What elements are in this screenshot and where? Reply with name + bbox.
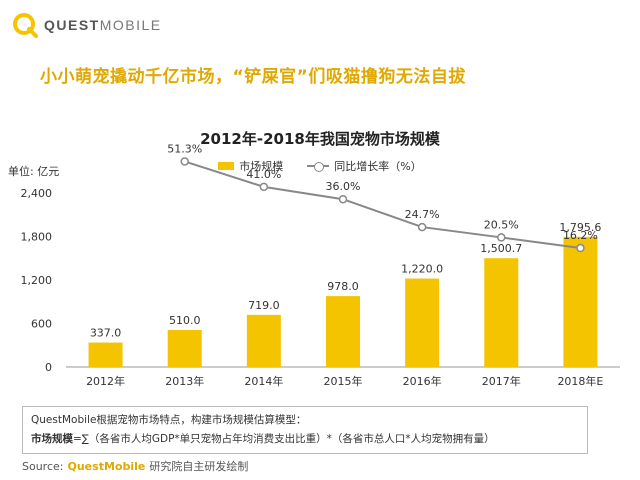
chart-title: 2012年-2018年我国宠物市场规模 — [200, 130, 440, 148]
x-tick-label: 2013年 — [165, 374, 204, 388]
chart-legend: 市场规模 同比增长率（%） — [0, 158, 640, 174]
growth-rate-point — [338, 194, 348, 204]
logo-text-bold: QUEST — [44, 17, 100, 33]
growth-rate-line — [184, 160, 581, 250]
bar-value-label: 1,220.0 — [401, 263, 443, 276]
bar-value-label: 1,500.7 — [480, 242, 522, 255]
x-tick-label: 2018年E — [557, 374, 603, 388]
x-tick-label: 2012年 — [86, 374, 125, 388]
bar-value-label: 1,795.6 — [559, 221, 601, 234]
bar-value-label: 719.0 — [248, 299, 280, 312]
legend-line-label: 同比增长率（%） — [334, 160, 422, 173]
legend-bar-swatch — [218, 162, 235, 170]
bar — [405, 278, 440, 367]
y-tick-label: 600 — [31, 318, 52, 331]
y-axis-unit-label: 单位: 亿元 — [8, 165, 60, 178]
bar — [246, 314, 281, 367]
bar-value-label: 337.0 — [90, 327, 122, 340]
bar — [88, 342, 123, 367]
formula-body: =∑（各省市人均GDP*单只宠物占年均消费支出比重）*（各省市总人口*人均宠物拥… — [73, 433, 495, 445]
bar-value-label: 510.0 — [169, 314, 201, 327]
y-tick-label: 2,400 — [21, 187, 53, 200]
y-tick-label: 1,200 — [21, 274, 53, 287]
legend-line-swatch — [307, 161, 330, 172]
source-line: Source: QuestMobile 研究院自主研发绘制 — [22, 458, 248, 474]
brand-logo: QUESTMOBILE — [12, 12, 162, 38]
growth-rate-label: 36.0% — [326, 180, 361, 193]
bar-value-label: 978.0 — [327, 280, 359, 293]
growth-rate-point — [180, 157, 189, 166]
growth-rate-point — [497, 233, 506, 242]
x-tick-label: 2017年 — [482, 374, 521, 388]
x-tick-label: 2016年 — [403, 374, 442, 388]
bar — [326, 296, 360, 367]
growth-rate-point — [259, 182, 269, 192]
legend-item-line: 同比增长率（%） — [307, 158, 422, 174]
growth-rate-label: 41.0% — [246, 168, 281, 181]
bar — [563, 236, 598, 367]
x-tick-label: 2014年 — [244, 374, 283, 388]
y-tick-label: 0 — [45, 361, 52, 374]
questmobile-logo-icon — [13, 13, 38, 38]
growth-rate-point — [417, 222, 427, 232]
bar — [167, 330, 202, 367]
growth-rate-label: 51.3% — [167, 142, 202, 155]
x-tick-label: 2015年 — [324, 374, 363, 388]
source-text: 研究院自主研发绘制 — [149, 460, 249, 473]
legend-item-bar: 市场规模 — [218, 158, 283, 174]
formula-label: 市场规模 — [31, 433, 73, 445]
y-tick-label: 1,800 — [21, 231, 53, 244]
bar — [484, 258, 519, 367]
page-headline: 小小萌宠撬动千亿市场，“铲屎官”们吸猫撸狗无法自拔 — [40, 67, 466, 87]
growth-rate-point — [576, 243, 585, 253]
growth-rate-label: 24.7% — [405, 208, 440, 221]
source-brand: QuestMobile — [67, 459, 146, 473]
logo-wordmark: QUESTMOBILE — [44, 17, 162, 33]
growth-rate-label: 20.5% — [484, 218, 519, 231]
source-label: Source: — [22, 459, 64, 473]
logo-text-light: MOBILE — [99, 17, 162, 33]
legend-bar-label: 市场规模 — [239, 160, 284, 173]
formula-intro: QuestMobile根据宠物市场特点，构建市场规模估算模型： — [31, 414, 307, 426]
formula-line: 市场规模=∑（各省市人均GDP*单只宠物占年均消费支出比重）*（各省市总人口*人… — [31, 430, 579, 449]
growth-rate-label: 16.2% — [563, 229, 598, 242]
formula-box: QuestMobile根据宠物市场特点，构建市场规模估算模型： 市场规模=∑（各… — [22, 406, 588, 454]
